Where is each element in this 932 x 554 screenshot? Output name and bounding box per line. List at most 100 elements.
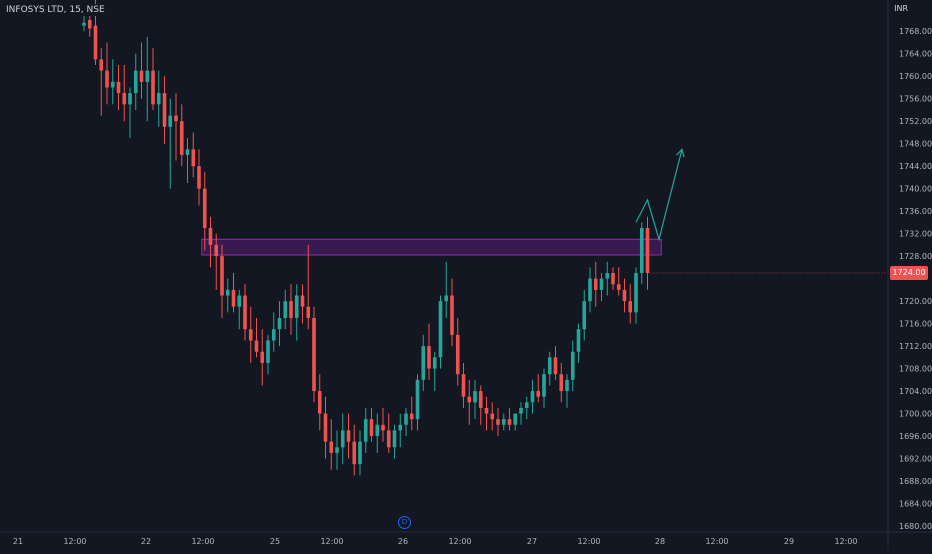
candle xyxy=(156,70,161,127)
candle xyxy=(461,362,466,408)
candle-body xyxy=(513,413,518,425)
candle-body xyxy=(421,346,426,380)
candle-body xyxy=(570,351,575,380)
candle xyxy=(611,267,615,290)
candle-body xyxy=(323,413,328,442)
candle xyxy=(582,289,587,341)
candle-body xyxy=(306,306,311,318)
candle-body xyxy=(634,273,638,313)
candle-body xyxy=(294,295,299,318)
candle-body xyxy=(398,424,403,431)
candle xyxy=(197,149,201,206)
candle-body xyxy=(283,301,288,318)
candle xyxy=(243,284,247,341)
time-tick-label: 12:00 xyxy=(191,537,214,546)
candle xyxy=(415,374,420,431)
candle-body xyxy=(105,70,109,88)
candle xyxy=(145,36,150,122)
candle-body xyxy=(409,413,414,420)
candle xyxy=(122,64,127,122)
candle-body xyxy=(547,357,552,375)
candle xyxy=(392,424,397,459)
candle-body xyxy=(542,374,546,397)
candle-body xyxy=(225,289,230,296)
candle xyxy=(283,289,288,330)
candle-body xyxy=(392,430,397,448)
candle-body xyxy=(352,441,357,465)
candle-body xyxy=(386,430,391,448)
candle-body xyxy=(369,419,374,437)
candle-body xyxy=(576,329,581,352)
candle xyxy=(484,396,489,431)
candle xyxy=(260,329,265,386)
current-price-tag: 1724.00 xyxy=(890,266,928,280)
candle-body xyxy=(162,93,167,127)
candle-body xyxy=(467,396,472,403)
price-tick-label: 1688.00 xyxy=(899,477,932,486)
symbol-label[interactable]: INFOSYS LTD, 15, NSE xyxy=(4,4,107,16)
candle-body xyxy=(645,228,650,273)
candle xyxy=(358,430,362,476)
candle-body xyxy=(156,93,161,105)
time-axis[interactable]: 21 12:00 22 12:00 25 12:00 26 12:00 27 12:00 28 12:… xyxy=(0,531,932,546)
time-tick-label: 22 xyxy=(141,537,151,546)
candle xyxy=(266,334,270,375)
event-marker-icon[interactable]: D xyxy=(398,516,411,529)
currency-label: INR xyxy=(894,4,908,13)
candle-body xyxy=(248,329,253,341)
price-tick-label: 1684.00 xyxy=(899,500,932,509)
candle xyxy=(432,351,437,392)
candle-body xyxy=(243,295,247,330)
candle xyxy=(570,340,575,392)
candle xyxy=(220,244,224,318)
candle-body xyxy=(432,357,437,369)
candle xyxy=(473,379,477,420)
time-tick-label: 26 xyxy=(398,537,408,546)
candle-body xyxy=(478,391,483,408)
candle xyxy=(151,48,155,110)
candle-body xyxy=(496,419,500,425)
candle-body xyxy=(231,289,236,307)
candle-body xyxy=(536,391,541,397)
price-axis[interactable]: 1768.00 1764.00 1760.00 1756.00 1752.00 1748.… xyxy=(887,0,932,550)
candle xyxy=(294,284,299,341)
candle-body xyxy=(530,391,535,403)
candle xyxy=(369,407,374,442)
candle-body xyxy=(271,329,276,341)
candle-body xyxy=(208,228,213,245)
candle xyxy=(300,284,305,324)
candle-body xyxy=(312,317,316,392)
price-tick-label: 1740.00 xyxy=(899,185,932,194)
candle-body xyxy=(179,121,184,155)
candle xyxy=(490,402,495,431)
candle xyxy=(335,430,339,470)
price-tick-label: 1748.00 xyxy=(899,140,932,149)
price-tick-label: 1764.00 xyxy=(899,50,932,59)
candle-body xyxy=(133,70,138,94)
candle xyxy=(409,396,414,431)
candle-body xyxy=(565,379,569,392)
candle xyxy=(346,413,351,459)
candle-body xyxy=(599,278,604,290)
candle-body xyxy=(254,340,259,352)
candle-body xyxy=(110,81,115,88)
candle xyxy=(323,396,328,459)
candle xyxy=(116,64,121,110)
time-tick-label: 12:00 xyxy=(705,537,728,546)
candle xyxy=(455,317,460,386)
candle-body xyxy=(82,22,86,26)
candle xyxy=(616,267,621,296)
candle-body xyxy=(415,379,420,420)
candle xyxy=(645,216,650,290)
candle xyxy=(248,306,253,363)
candle-body xyxy=(87,20,92,29)
candle xyxy=(174,93,178,161)
price-tick-label: 1752.00 xyxy=(899,117,932,126)
projection-path xyxy=(635,149,683,242)
candle xyxy=(168,98,173,189)
candle xyxy=(438,295,443,369)
price-tick-label: 1744.00 xyxy=(899,162,932,171)
candle-body xyxy=(490,413,495,420)
